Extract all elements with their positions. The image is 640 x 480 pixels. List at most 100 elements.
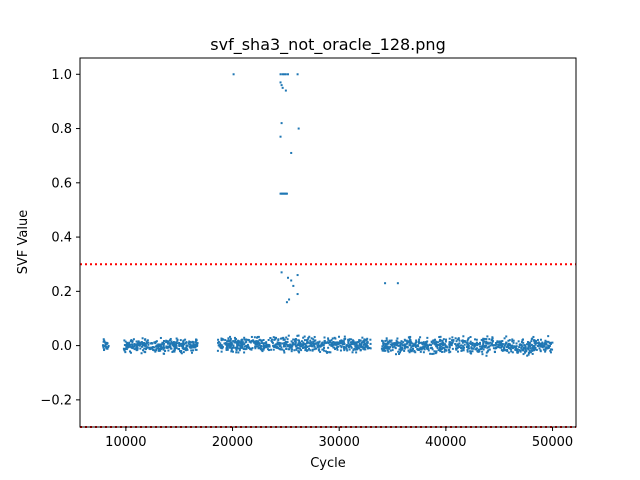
data-point [391,349,394,352]
data-point [382,341,385,344]
data-point [235,349,238,352]
data-point [421,343,424,346]
data-point [313,335,316,338]
data-point [387,341,390,344]
data-point [410,341,413,344]
data-point [396,340,399,343]
data-point [311,345,314,348]
data-point [457,337,460,340]
data-point [334,337,337,340]
data-point [384,343,387,346]
data-point [160,343,163,346]
data-point [422,342,425,345]
data-point [461,341,464,344]
data-point [243,351,246,354]
data-point [347,342,350,345]
data-point [389,349,392,352]
data-point [280,122,283,125]
data-point [475,347,478,350]
data-point [129,343,132,346]
data-point [517,340,520,343]
data-point [237,344,240,347]
data-point [533,341,536,344]
data-point [396,342,399,345]
data-point [156,344,159,347]
data-point [286,341,289,344]
data-point [497,343,500,346]
data-point [457,344,460,347]
data-point [175,337,178,340]
data-point [535,340,538,343]
data-point [474,343,477,346]
data-point [350,343,353,346]
data-point [361,345,364,348]
data-point [257,340,260,343]
data-point [188,340,191,343]
data-point [270,339,273,342]
data-point [229,335,232,338]
data-point [223,342,226,345]
data-point [277,342,280,345]
data-point [304,346,307,349]
data-point [357,346,360,349]
data-point [426,340,429,343]
data-point [390,343,393,346]
data-point [230,349,233,352]
data-point [500,346,503,349]
data-point [190,349,193,352]
data-point [318,345,321,348]
data-point [356,346,359,349]
data-point [102,340,105,343]
data-point [284,345,287,348]
data-point [485,340,488,343]
data-point [389,343,392,346]
data-point [261,339,264,342]
data-point [408,351,411,354]
data-point [349,341,352,344]
data-point [523,344,526,347]
data-point [521,345,524,348]
data-point [153,346,156,349]
data-point [324,350,327,353]
data-point [262,345,265,348]
data-point [511,344,514,347]
data-point [517,350,520,353]
data-point [486,350,489,353]
data-point [265,346,268,349]
data-point [451,341,454,344]
data-point [189,345,192,348]
data-point [314,347,317,350]
data-point [176,342,179,345]
data-point [437,349,440,352]
data-point [399,346,402,349]
data-point [160,348,163,351]
data-point [495,343,498,346]
data-point [348,339,351,342]
data-point [195,339,198,342]
data-point [229,345,232,348]
data-point [490,339,493,342]
data-point [234,338,237,341]
data-point [414,351,417,354]
data-point [179,349,182,352]
data-point [425,343,428,346]
data-point [102,346,105,349]
data-point [531,352,534,355]
data-point [516,349,519,352]
data-point [466,349,469,352]
data-point [173,348,176,351]
data-point [498,340,501,343]
data-point [221,338,224,341]
data-point [196,343,199,346]
data-point [280,192,283,195]
data-point [548,344,551,347]
data-point [408,337,411,340]
data-point [166,341,169,344]
data-point [499,342,502,345]
data-point [460,344,463,347]
x-axis: 10000 20000 30000 40000 50000 [105,427,573,450]
data-point [159,344,162,347]
data-point [159,336,162,339]
data-point [520,340,523,343]
data-point [546,347,549,350]
